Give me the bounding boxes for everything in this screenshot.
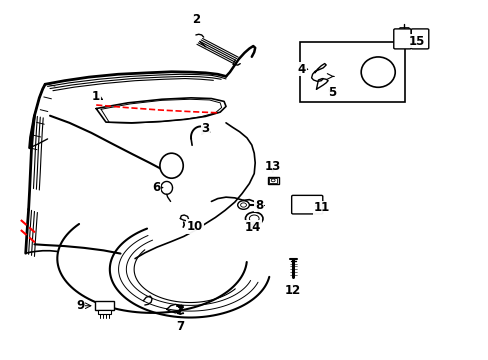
Bar [98, 310, 111, 314]
Text: 10: 10 [186, 220, 203, 233]
Circle shape [237, 201, 249, 209]
Bar [95, 301, 114, 310]
Ellipse shape [160, 153, 183, 178]
Text: 5: 5 [327, 86, 335, 99]
Text: 3: 3 [201, 122, 209, 135]
FancyBboxPatch shape [291, 195, 322, 214]
Text: 9: 9 [76, 299, 84, 312]
Text: 2: 2 [191, 13, 200, 26]
Bar [269, 178, 277, 183]
Text: 11: 11 [312, 201, 329, 214]
Text: 1: 1 [92, 90, 100, 103]
Bar [300, 42, 404, 102]
FancyBboxPatch shape [393, 29, 410, 49]
Text: 7: 7 [176, 320, 184, 333]
Text: 4: 4 [297, 63, 305, 76]
Text: 6: 6 [152, 181, 160, 194]
Text: 8: 8 [254, 198, 263, 212]
Bar [267, 177, 278, 184]
Text: 13: 13 [264, 160, 280, 173]
Circle shape [245, 212, 263, 225]
Text: 14: 14 [244, 221, 261, 234]
Text: 12: 12 [285, 284, 301, 297]
Text: 15: 15 [408, 35, 425, 48]
FancyBboxPatch shape [410, 29, 428, 49]
Bar [321, 90, 326, 94]
Ellipse shape [361, 57, 394, 87]
